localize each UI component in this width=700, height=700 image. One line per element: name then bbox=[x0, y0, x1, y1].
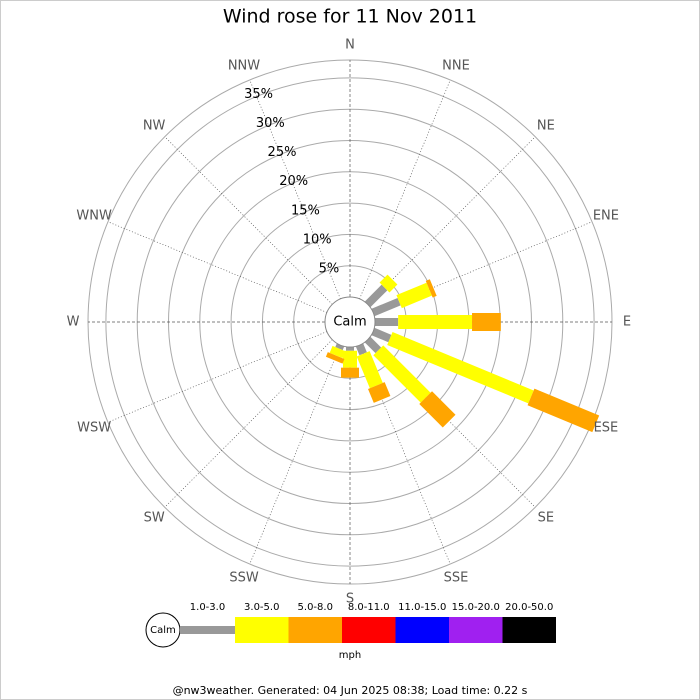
legend: Calm 1.0-3.0 3.0-5.0 5.0-8.0 8.0-11.0 11.0-1… bbox=[145, 602, 556, 648]
bar-segment bbox=[419, 391, 456, 428]
direction-label: SE bbox=[538, 510, 554, 525]
direction-label: SSW bbox=[229, 570, 259, 585]
bar-segment bbox=[341, 367, 359, 378]
direction-label: SSE bbox=[444, 570, 469, 585]
legend-label: 20.0-50.0 bbox=[505, 602, 553, 613]
bar-segment bbox=[373, 345, 431, 403]
bar-segment bbox=[325, 352, 345, 364]
spoke bbox=[107, 221, 328, 313]
bar-segment bbox=[368, 382, 391, 403]
rose: 5% 10% 15% 20% 25% 30% 35% bbox=[88, 60, 612, 584]
chart-title: Wind rose for 11 Nov 2011 bbox=[223, 6, 477, 28]
bar-segment bbox=[356, 351, 383, 389]
bar-segment bbox=[425, 279, 437, 298]
r-tick-label: 25% bbox=[268, 145, 297, 160]
unit-label: mph bbox=[339, 650, 361, 661]
bar-segment bbox=[472, 313, 501, 331]
spoke bbox=[107, 331, 328, 423]
spoke bbox=[164, 339, 333, 508]
bar-segment bbox=[329, 345, 346, 359]
legend-swatch bbox=[288, 617, 342, 643]
bar-segment bbox=[335, 343, 345, 351]
legend-label: 15.0-20.0 bbox=[452, 602, 500, 613]
bar-segment bbox=[396, 282, 432, 309]
r-tick-label: 35% bbox=[244, 87, 273, 102]
grid-ring bbox=[105, 77, 595, 567]
r-tick-label: 15% bbox=[291, 203, 320, 218]
bar-segment bbox=[379, 274, 398, 293]
direction-label: W bbox=[67, 315, 80, 330]
legend-swatch bbox=[395, 617, 449, 643]
direction-label: NE bbox=[537, 119, 555, 134]
bar-segment bbox=[374, 318, 399, 326]
calm-label: Calm bbox=[333, 315, 366, 330]
legend-swatch bbox=[235, 617, 289, 643]
direction-label: NW bbox=[143, 119, 166, 134]
legend-label: 3.0-5.0 bbox=[244, 602, 279, 613]
bar-segment bbox=[364, 336, 382, 354]
legend-label: 8.0-11.0 bbox=[348, 602, 390, 613]
r-tick-label: 30% bbox=[256, 116, 285, 131]
bar-segment bbox=[398, 315, 473, 329]
direction-label: E bbox=[623, 315, 631, 330]
direction-label: S bbox=[346, 592, 354, 607]
r-tick-label: 5% bbox=[319, 261, 340, 276]
direction-label: N bbox=[345, 38, 355, 53]
direction-label: ENE bbox=[593, 208, 619, 223]
legend-label: 11.0-15.0 bbox=[398, 602, 446, 613]
legend-swatch bbox=[502, 617, 556, 643]
legend-swatch bbox=[180, 626, 235, 634]
direction-label: WNW bbox=[76, 208, 112, 223]
legend-label: 1.0-3.0 bbox=[190, 602, 225, 613]
bar-segment bbox=[346, 347, 354, 351]
direction-label: WSW bbox=[77, 421, 111, 436]
calm-circle bbox=[324, 296, 376, 348]
legend-label: 5.0-8.0 bbox=[298, 602, 333, 613]
bar-segment bbox=[355, 343, 367, 356]
bar-segment bbox=[371, 327, 392, 343]
bar-segment bbox=[371, 297, 401, 317]
direction-label: SW bbox=[144, 510, 165, 525]
legend-calm-label: Calm bbox=[150, 625, 176, 636]
spoke bbox=[249, 79, 341, 300]
legend-swatch bbox=[449, 617, 503, 643]
spoke bbox=[367, 136, 536, 305]
direction-label: NNW bbox=[228, 59, 260, 74]
bar-segment bbox=[527, 388, 600, 433]
bar-segment bbox=[387, 332, 534, 404]
spoke bbox=[249, 344, 341, 565]
spoke bbox=[164, 136, 333, 305]
direction-label: NNE bbox=[442, 59, 470, 74]
r-tick-label: 20% bbox=[279, 174, 308, 189]
bar-segment bbox=[364, 284, 388, 308]
direction-label: ESE bbox=[594, 421, 619, 436]
r-tick-label: 10% bbox=[303, 232, 332, 247]
legend-swatch bbox=[342, 617, 396, 643]
bar-segment bbox=[343, 350, 357, 368]
footer: @nw3weather. Generated: 04 Jun 2025 08:3… bbox=[173, 684, 528, 697]
spoke bbox=[359, 79, 451, 300]
